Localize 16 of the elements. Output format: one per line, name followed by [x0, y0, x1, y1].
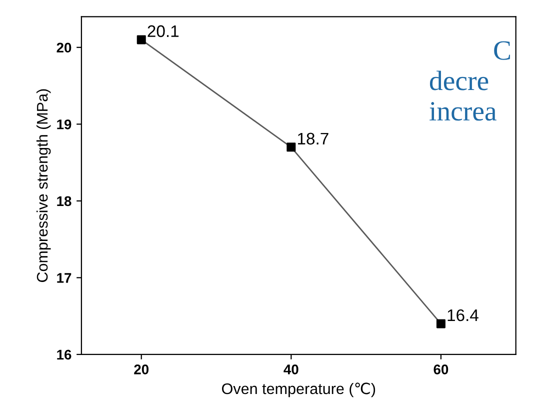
x-axis-title: Oven temperature (℃): [222, 382, 376, 398]
y-tick-label: 17: [57, 273, 72, 283]
data-label: 20.1: [148, 25, 179, 38]
y-tick-label: 18: [57, 196, 72, 206]
y-tick-label: 16: [57, 350, 72, 360]
y-axis-title: Compressive strength (MPa): [36, 89, 51, 282]
data-label: 18.7: [298, 132, 328, 145]
annotation: decre: [430, 70, 488, 90]
y-tick-label: 20: [56, 42, 72, 53]
x-tick-label: 60: [434, 364, 448, 374]
data-label: 16.4: [448, 309, 478, 322]
y-tick-label: 19: [57, 119, 72, 130]
annotation: C: [494, 41, 510, 60]
annotation: increa: [430, 102, 496, 121]
x-tick-label: 20: [134, 364, 149, 374]
x-tick-label: 40: [284, 364, 298, 374]
